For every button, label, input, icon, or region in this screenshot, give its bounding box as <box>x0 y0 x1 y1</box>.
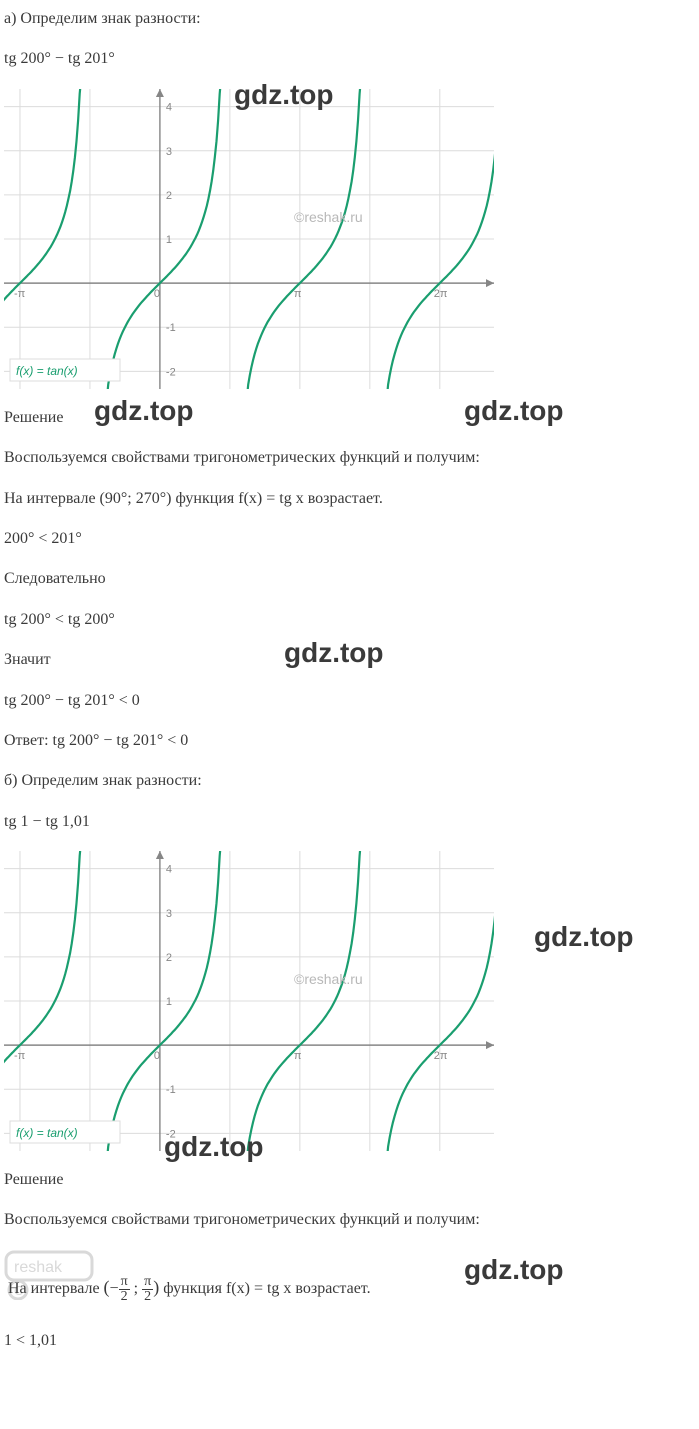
section-a-heading: а) Определим знак разности: <box>4 8 695 30</box>
a-step1: Воспользуемся свойствами тригонометричес… <box>4 447 695 469</box>
solution-b-label: Решение <box>4 1169 695 1191</box>
b-step2-prefix: На интервале <box>8 1280 104 1297</box>
svg-text:4: 4 <box>166 101 172 113</box>
svg-text:2: 2 <box>166 952 172 964</box>
svg-text:0: 0 <box>154 1050 160 1062</box>
svg-text:-π: -π <box>14 1050 26 1062</box>
svg-text:-π: -π <box>14 288 26 300</box>
chart-1-container: -2-11234-π0π2πf(x) = tan(x) gdz.top ©res… <box>4 89 695 389</box>
tangent-chart-1: -2 -1 1 2 3 4 -π 0 π 2π f(x) = tan(x) <box>4 89 494 389</box>
a-step5: tg 200° < tg 200° <box>4 609 695 631</box>
svg-text:π: π <box>294 1050 302 1062</box>
section-a-expression: tg 200° − tg 201° <box>4 48 695 70</box>
svg-text:f(x) = tan(x): f(x) = tan(x) <box>16 364 78 378</box>
b-step1: Воспользуемся свойствами тригонометричес… <box>4 1209 695 1231</box>
svg-text:2: 2 <box>166 190 172 202</box>
svg-text:2π: 2π <box>434 1050 448 1062</box>
svg-text:2π: 2π <box>434 288 448 300</box>
svg-text:4: 4 <box>166 864 172 876</box>
section-b-heading: б) Определим знак разности: <box>4 770 695 792</box>
svg-text:-1: -1 <box>166 1084 176 1096</box>
section-b-expression: tg 1 − tg 1,01 <box>4 811 695 833</box>
a-step2: На интервале (90°; 270°) функция f(x) = … <box>4 488 695 510</box>
svg-text:f(x) = tan(x): f(x) = tan(x) <box>16 1126 78 1140</box>
svg-text:-2: -2 <box>166 1128 176 1140</box>
svg-text:-1: -1 <box>166 322 176 334</box>
solution-a-label: Решение <box>4 407 695 429</box>
solution-a-label-wrap: Решение gdz.top gdz.top <box>4 407 695 429</box>
b-step2-suffix: функция f(x) = tg x возрастает. <box>159 1280 370 1297</box>
b-step2: На интервале (−π2 ; π2) функция f(x) = t… <box>8 1275 695 1304</box>
chart-2-container: -2-11234-π0π2πf(x) = tan(x) ©reshak.ru g… <box>4 851 695 1151</box>
svg-text:1: 1 <box>166 234 172 246</box>
a-step7: tg 200° − tg 201° < 0 <box>4 690 695 712</box>
svg-text:π: π <box>294 288 302 300</box>
svg-text:3: 3 <box>166 146 172 158</box>
tangent-chart-2: -2 -1 1 2 3 4 -π 0 π 2π f(x) = tan(x) <box>4 851 494 1151</box>
a-step6: Значит <box>4 649 695 671</box>
a-step3: 200° < 201° <box>4 528 695 550</box>
svg-text:3: 3 <box>166 908 172 920</box>
a-step6-wrap: Значит gdz.top <box>4 649 695 671</box>
watermark-gdz-5: gdz.top <box>534 921 634 953</box>
svg-text:0: 0 <box>154 288 160 300</box>
a-step4: Следовательно <box>4 568 695 590</box>
svg-text:-2: -2 <box>166 366 176 378</box>
a-answer: Ответ: tg 200° − tg 201° < 0 <box>4 730 695 752</box>
svg-text:1: 1 <box>166 996 172 1008</box>
reshak-stamp-area: reshak C На интервале (−π2 ; π2) функция… <box>4 1250 695 1340</box>
reshak-stamp-text: reshak <box>14 1259 63 1276</box>
